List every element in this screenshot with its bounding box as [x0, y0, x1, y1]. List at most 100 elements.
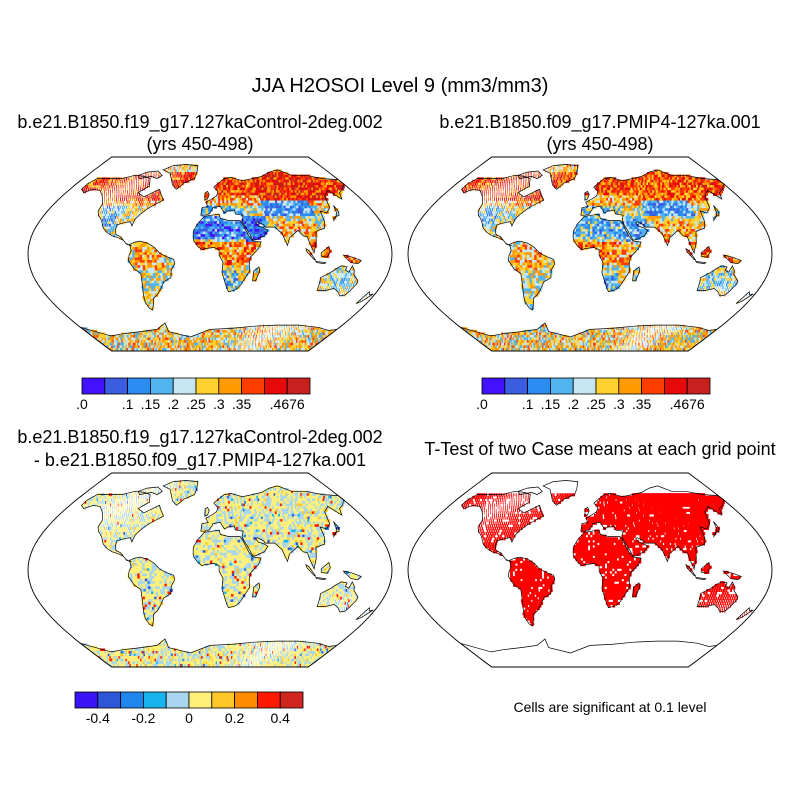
grid-cell [132, 185, 134, 189]
grid-cell [608, 190, 612, 194]
grid-cell [220, 205, 224, 209]
grid-cell [128, 185, 130, 189]
grid-cell [617, 179, 621, 183]
grid-cell [343, 291, 345, 295]
grid-cell [511, 195, 513, 199]
grid-cell [151, 260, 155, 264]
grid-cell [142, 280, 147, 284]
grid-cell [241, 247, 245, 251]
grid-cell [198, 229, 202, 233]
grid-cell [293, 345, 296, 349]
grid-cell [248, 208, 252, 212]
grid-cell [152, 293, 157, 297]
grid-cell [289, 327, 291, 331]
grid-cell [575, 166, 577, 171]
coastline [305, 247, 317, 261]
grid-cell [624, 192, 628, 196]
grid-cell [146, 278, 151, 282]
grid-cell [236, 247, 240, 251]
grid-cell [219, 332, 222, 336]
grid-cell [247, 213, 251, 217]
grid-cell [339, 267, 342, 271]
grid-cell [137, 262, 141, 266]
grid-cell [226, 190, 230, 194]
grid-cell [570, 166, 573, 171]
grid-cell [106, 179, 108, 183]
grid-cell [283, 197, 288, 202]
grid-cell [341, 278, 343, 282]
grid-cell [247, 203, 251, 207]
grid-cell [119, 236, 122, 240]
grid-cell [136, 197, 138, 202]
grid-cell [629, 185, 633, 189]
grid-cell [170, 172, 172, 176]
grid-cell [313, 337, 316, 341]
grid-cell [140, 244, 143, 248]
grid-cell [214, 340, 217, 344]
grid-cell [239, 187, 243, 191]
grid-cell [554, 166, 556, 171]
grid-cell [217, 345, 219, 349]
grid-cell [349, 285, 351, 289]
grid-cell [463, 187, 466, 191]
grid-cell [132, 247, 136, 251]
grid-cell [472, 185, 474, 189]
grid-cell [230, 187, 234, 191]
grid-cell [328, 332, 331, 336]
grid-cell [313, 218, 318, 222]
grid-cell [253, 340, 255, 344]
grid-cell [251, 249, 255, 253]
grid-cell [302, 218, 306, 222]
grid-cell [275, 335, 276, 339]
grid-cell [310, 337, 313, 341]
grid-cell [501, 195, 503, 199]
grid-cell [298, 205, 303, 209]
grid-cell [512, 197, 514, 202]
grid-cell [123, 203, 125, 207]
grid-cell [220, 203, 224, 207]
grid-cell [149, 260, 153, 264]
grid-cell [282, 340, 285, 344]
grid-cell [241, 195, 245, 199]
grid-cell [256, 213, 260, 217]
grid-cell [311, 329, 314, 333]
grid-cell [263, 197, 268, 202]
grid-cell [632, 179, 637, 183]
grid-cell [245, 329, 247, 333]
grid-cell [338, 272, 341, 277]
grid-cell [222, 182, 225, 186]
grid-cell [319, 285, 322, 289]
grid-cell [106, 205, 109, 209]
grid-cell [514, 174, 516, 178]
grid-cell [232, 221, 236, 225]
grid-cell [162, 272, 166, 277]
grid-cell [328, 272, 331, 277]
grid-cell [118, 203, 121, 207]
grid-cell [227, 179, 230, 183]
grid-cell [246, 252, 250, 256]
grid-cell [258, 216, 263, 220]
grid-cell [297, 340, 300, 344]
grid-cell [273, 337, 275, 341]
grid-cell [127, 182, 128, 186]
grid-cell [319, 221, 323, 225]
grid-cell [266, 200, 271, 204]
grid-cell [141, 187, 143, 191]
grid-cell [218, 203, 222, 207]
grid-cell [133, 208, 135, 212]
grid-cell [272, 216, 276, 220]
grid-cell [246, 249, 250, 253]
grid-cell [174, 182, 177, 186]
grid-cell [478, 187, 481, 191]
grid-cell [106, 213, 109, 217]
grid-cell [274, 226, 279, 230]
grid-cell [255, 329, 257, 333]
grid-cell [505, 179, 507, 183]
grid-cell [606, 187, 610, 191]
grid-cell [226, 226, 230, 230]
grid-cell [289, 205, 294, 209]
grid-cell [102, 203, 104, 207]
grid-cell [126, 177, 127, 181]
grid-cell [277, 329, 278, 333]
grid-cell [320, 283, 323, 287]
